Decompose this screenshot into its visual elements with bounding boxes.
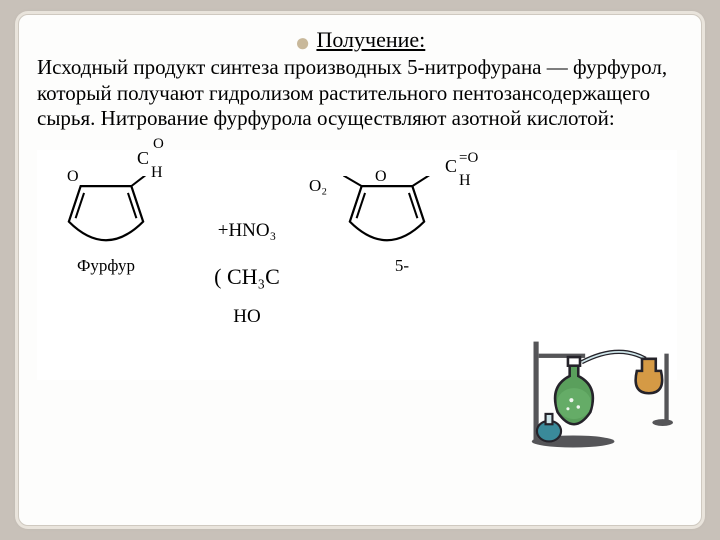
reactant-cho-c: C xyxy=(137,148,149,169)
reactant-cho-o: O xyxy=(153,136,164,153)
lab-apparatus-icon xyxy=(518,318,673,453)
reactant-cho-h: H xyxy=(151,164,163,182)
slide-heading: ●Получение: xyxy=(37,27,683,53)
product-cho-c: C xyxy=(445,156,457,177)
reactant-ring xyxy=(62,176,150,252)
product-cho-o: =O xyxy=(459,150,478,167)
product-caption: 5- xyxy=(317,256,487,276)
slide-frame: ●Получение: Исходный продукт синтеза про… xyxy=(18,14,702,526)
product-cho-h: H xyxy=(459,172,471,190)
product-nitrofurfural: O₂ O C =O H 5- xyxy=(317,170,487,272)
body-paragraph: Исходный продукт синтеза производных 5-н… xyxy=(37,55,683,132)
reactant-furfural: O C O H Фурфур xyxy=(41,170,171,272)
heading-text: Получение: xyxy=(316,27,425,52)
reagent-ho: HO xyxy=(187,306,307,328)
product-o2: O₂ xyxy=(309,176,327,196)
reagent-hno3: +HNO₃ xyxy=(187,220,307,242)
reagent-block: +HNO₃ ( CH₃C HO xyxy=(187,220,307,328)
reactant-caption: Фурфур xyxy=(41,256,171,276)
product-ring xyxy=(343,176,431,252)
reagent-acetic: ( CH₃C xyxy=(187,264,307,290)
